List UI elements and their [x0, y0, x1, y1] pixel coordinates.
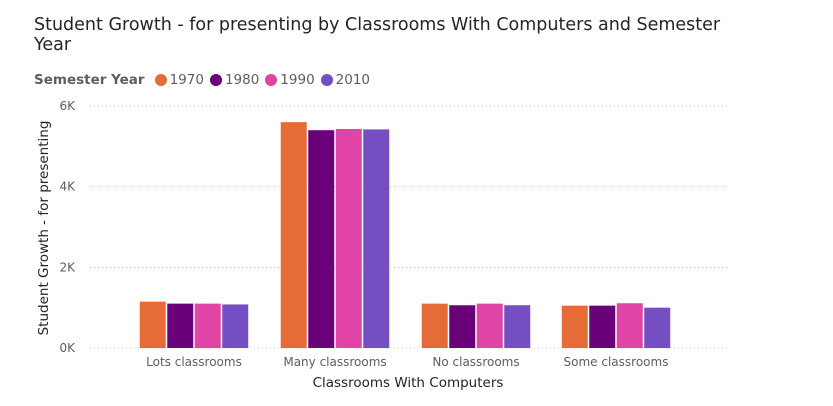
bar-1970-some-classrooms[interactable]	[561, 305, 588, 348]
legend-swatch-1970	[154, 74, 167, 86]
legend-item-1990[interactable]: 1990	[265, 72, 315, 88]
legend-label-2010: 2010	[335, 72, 371, 88]
bar-1980-some-classrooms[interactable]	[589, 305, 616, 348]
bars	[139, 122, 671, 348]
legend-swatch-1980	[209, 74, 222, 86]
bar-2010-many-classrooms[interactable]	[363, 129, 390, 348]
x-tick-label: Lots classrooms	[146, 355, 242, 369]
bar-1970-lots-classrooms[interactable]	[139, 301, 166, 348]
bar-1990-lots-classrooms[interactable]	[194, 303, 221, 348]
x-tick-label: Some classrooms	[564, 355, 669, 369]
x-tick-label: No classrooms	[432, 355, 519, 369]
y-tick-label: 6K	[59, 99, 76, 113]
y-tick-label: 2K	[59, 260, 76, 274]
bar-1990-some-classrooms[interactable]	[616, 303, 643, 348]
legend-item-1970[interactable]: 1970	[154, 72, 204, 88]
bar-2010-some-classrooms[interactable]	[644, 307, 671, 348]
legend-label-1980: 1980	[224, 72, 260, 88]
legend-swatch-1990	[265, 74, 278, 86]
gridlines	[90, 105, 730, 349]
bar-1970-no-classrooms[interactable]	[421, 303, 448, 348]
y-tick-label: 0K	[59, 341, 76, 355]
bar-1970-many-classrooms[interactable]	[280, 122, 307, 348]
bar-1990-many-classrooms[interactable]	[335, 128, 362, 348]
x-tick-label: Many classrooms	[283, 355, 386, 369]
x-axis-title: Classrooms With Computers	[313, 375, 504, 391]
bar-2010-lots-classrooms[interactable]	[222, 304, 249, 348]
legend-label-1990: 1990	[280, 72, 315, 88]
bar-2010-no-classrooms[interactable]	[504, 305, 531, 348]
y-tick-label: 4K	[59, 180, 76, 194]
bar-1980-no-classrooms[interactable]	[449, 305, 476, 348]
legend-label-1970: 1970	[169, 72, 204, 88]
legend-item-2010[interactable]: 2010	[320, 72, 371, 88]
bar-1980-many-classrooms[interactable]	[308, 130, 335, 348]
legend: Semester Year 1970 1980 1990 2010	[34, 71, 376, 89]
chart-title: Student Growth - for presenting by Class…	[34, 15, 721, 55]
legend-title: Semester Year	[34, 72, 145, 88]
y-axis-ticks: 0K 2K 4K 6K	[59, 99, 76, 355]
legend-swatch-2010	[320, 74, 333, 86]
x-axis-ticks: Lots classrooms Many classrooms No classro…	[146, 355, 668, 369]
y-axis-title: Student Growth - for presenting	[36, 121, 52, 336]
bar-1980-lots-classrooms[interactable]	[167, 303, 194, 348]
bar-1990-no-classrooms[interactable]	[476, 303, 503, 348]
legend-item-1980[interactable]: 1980	[209, 72, 260, 88]
